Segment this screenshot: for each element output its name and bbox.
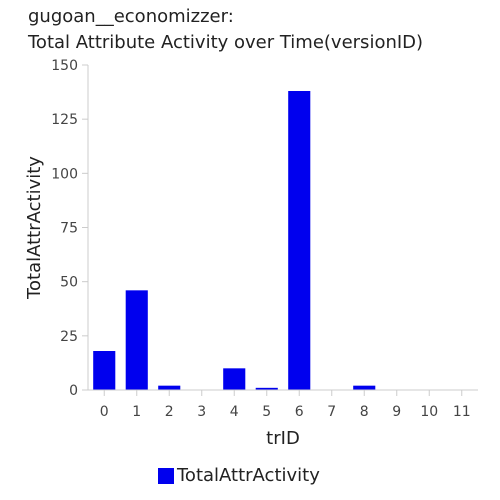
x-tick-label: 8 — [360, 404, 369, 420]
x-tick-label: 10 — [420, 404, 438, 420]
x-tick-label: 1 — [132, 404, 141, 420]
y-tick-label: 0 — [69, 383, 78, 399]
y-tick-label: 50 — [60, 275, 78, 291]
bars — [93, 91, 376, 390]
y-tick-label: 75 — [60, 221, 78, 237]
x-tick-label: 2 — [165, 404, 174, 420]
y-axis-ticks: 0 25 50 75 100 125 150 — [51, 58, 88, 399]
bar — [93, 351, 116, 390]
bar — [158, 385, 181, 390]
y-tick-label: 25 — [60, 329, 78, 345]
bar — [125, 290, 148, 390]
x-tick-label: 5 — [262, 404, 271, 420]
legend-swatch — [158, 467, 174, 484]
legend: TotalAttrActivity — [158, 465, 320, 486]
chart-title-line-1: gugoan__economizzer: — [28, 6, 234, 27]
y-tick-label: 150 — [51, 58, 78, 74]
x-tick-label: 3 — [197, 404, 206, 420]
y-tick-label: 100 — [51, 166, 78, 182]
bar — [288, 91, 311, 390]
x-tick-label: 4 — [230, 404, 239, 420]
x-axis-ticks: 0 1 2 3 4 5 6 7 8 9 10 11 — [100, 390, 471, 420]
y-axis-title: TotalAttrActivity — [24, 156, 45, 300]
x-tick-label: 7 — [327, 404, 336, 420]
x-tick-label: 6 — [295, 404, 304, 420]
x-axis-title: trID — [266, 428, 300, 449]
chart-title-line-2: Total Attribute Activity over Time(versi… — [28, 32, 424, 53]
bar — [353, 385, 376, 390]
bar — [255, 387, 278, 390]
x-tick-label: 0 — [100, 404, 109, 420]
legend-label: TotalAttrActivity — [177, 465, 320, 486]
bar — [223, 368, 246, 390]
x-tick-label: 9 — [392, 404, 401, 420]
y-tick-label: 125 — [51, 112, 78, 128]
x-tick-label: 11 — [453, 404, 471, 420]
